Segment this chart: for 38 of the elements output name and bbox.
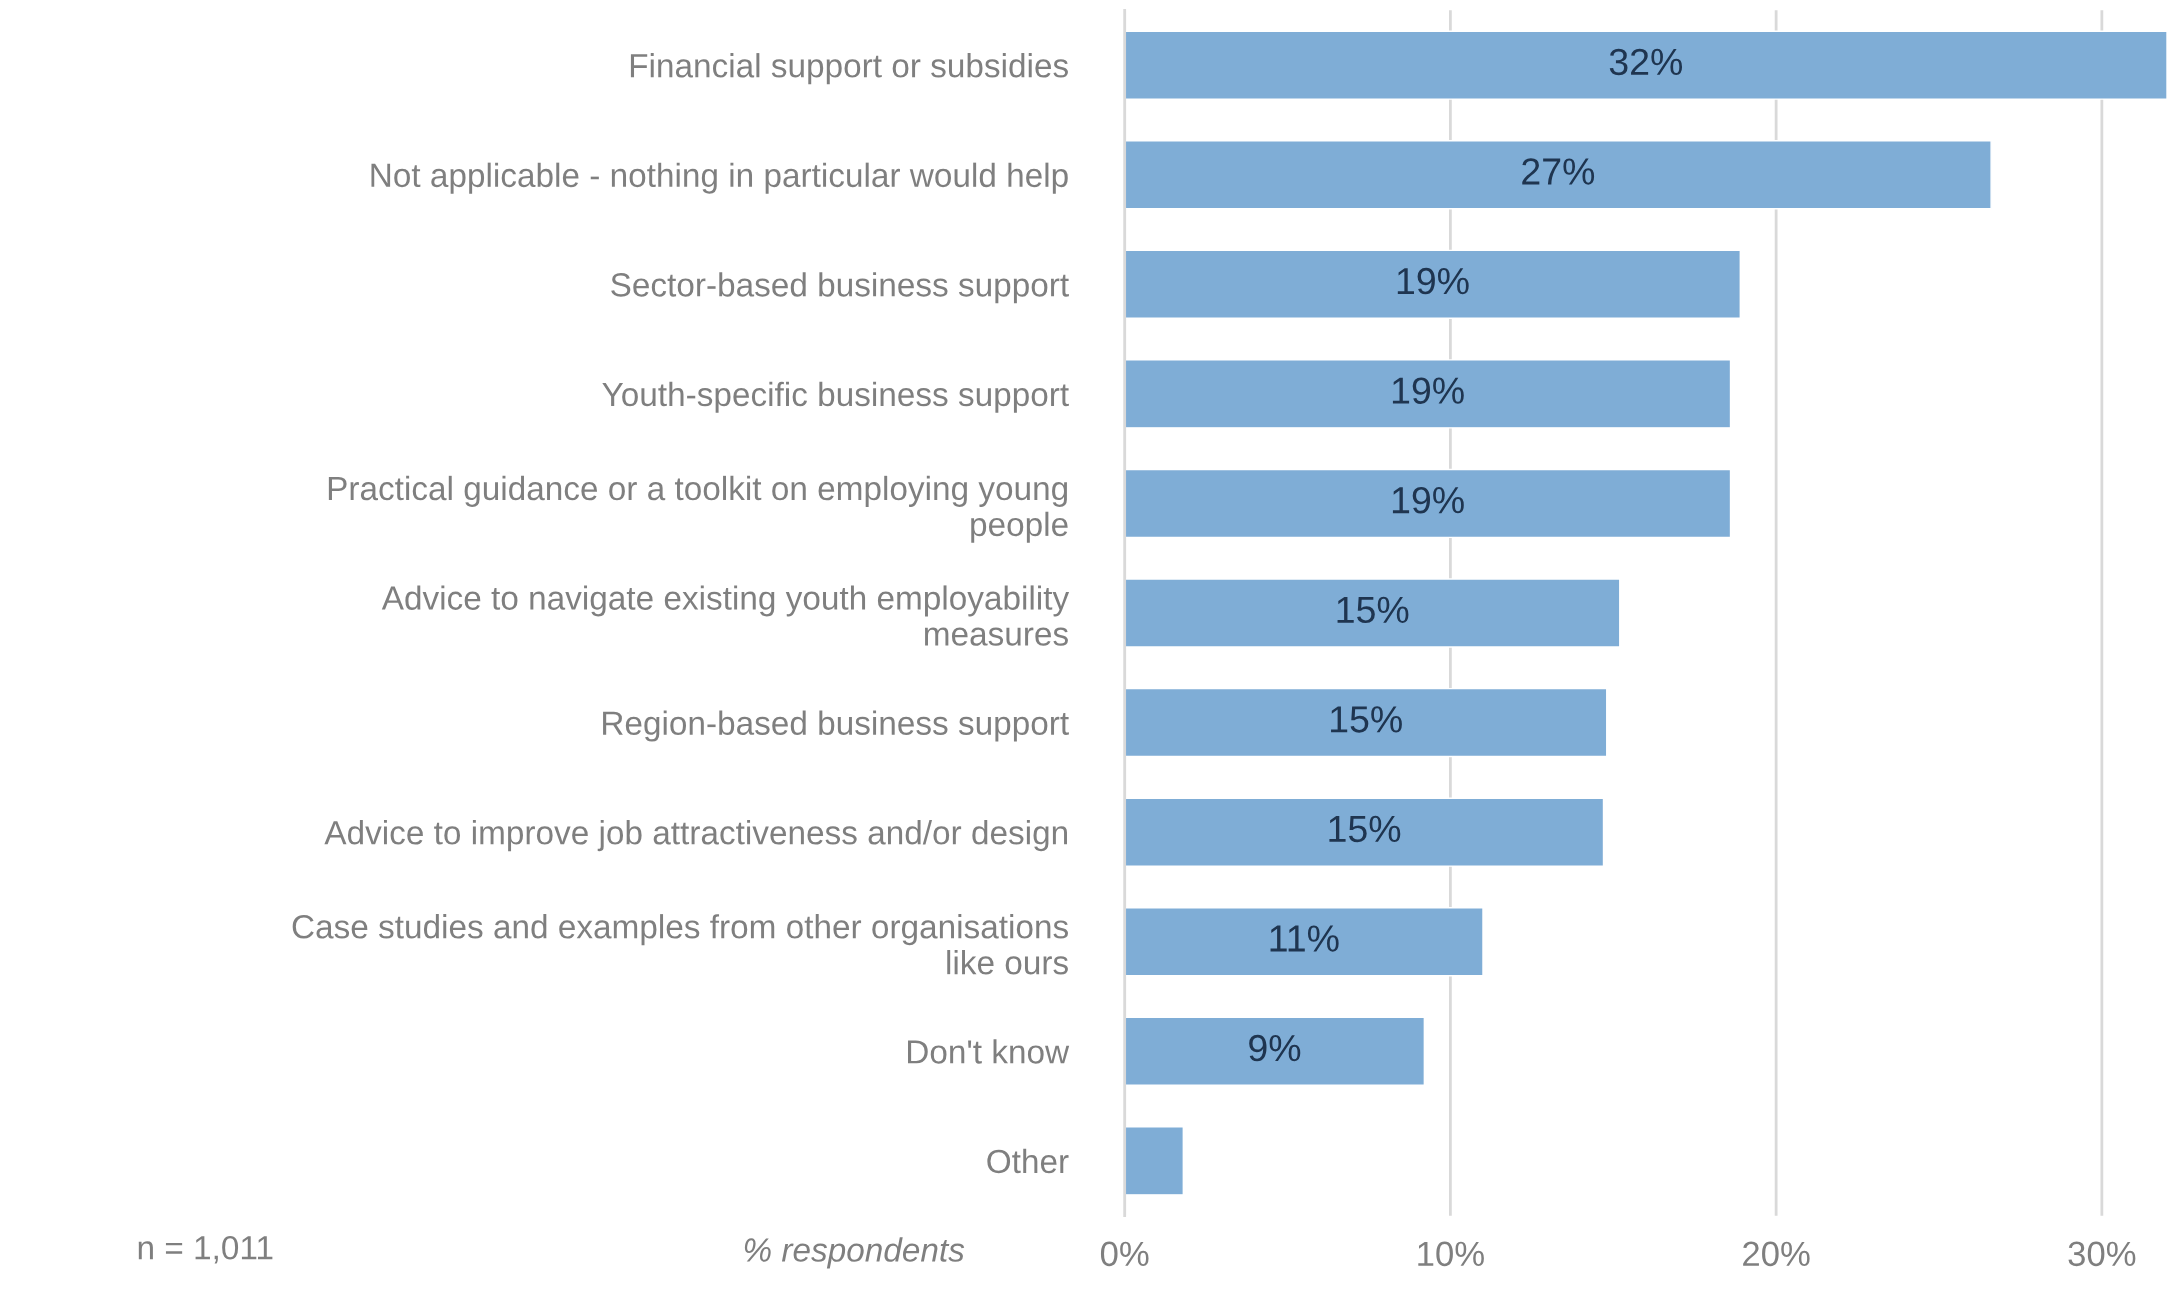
bar: [1124, 30, 2167, 100]
bar: [1124, 359, 1732, 429]
bar: [1124, 1126, 1184, 1196]
data-label: 15%: [1329, 815, 1401, 843]
bar: [1124, 907, 1484, 977]
bar: [1124, 687, 1608, 758]
y-tick-label: Region-based business support: [603, 710, 1069, 742]
data-label: 19%: [1392, 377, 1464, 404]
data-label: 27%: [1522, 158, 1595, 185]
data-label: 15%: [1331, 706, 1402, 733]
y-tick-label: Case studies and examples from other organisations like ours: [292, 914, 1068, 975]
data-label: 9%: [1249, 1034, 1301, 1062]
y-tick-label: Don't know: [908, 1039, 1070, 1064]
x-axis-title: % respondents: [744, 1237, 965, 1269]
bar: [1124, 140, 1992, 210]
bar: [1124, 578, 1621, 648]
y-tick-label: Not applicable - nothing in particular would help: [371, 162, 1068, 194]
data-label: 19%: [1392, 486, 1464, 514]
y-tick-label: Other: [987, 1148, 1069, 1174]
bar: [1124, 468, 1732, 539]
x-tick-label: 30%: [2068, 1241, 2136, 1267]
y-tick-label: Advice to navigate existing youth employability measures: [381, 585, 1070, 646]
data-label: 19%: [1397, 267, 1469, 295]
y-tick-label: Youth-specific business support: [602, 381, 1069, 413]
y-tick-label: Advice to improve job attractiveness and/or design: [324, 820, 1067, 852]
data-label: 32%: [1609, 48, 1683, 76]
bar: [1124, 797, 1605, 867]
y-tick-label: Sector-based business support: [611, 272, 1069, 304]
x-tick-label: 0%: [1100, 1241, 1149, 1267]
x-tick-label: 20%: [1743, 1241, 1810, 1267]
x-tick-label: 10%: [1418, 1241, 1484, 1267]
y-tick-label: Practical guidance or a toolkit on employing young people: [328, 475, 1068, 543]
data-label: 11%: [1270, 925, 1339, 952]
bar: [1124, 249, 1741, 319]
y-tick-label: Financial support or subsidies: [630, 53, 1068, 85]
text: n = 1,011: [138, 1235, 273, 1264]
bar: [1124, 1016, 1426, 1086]
data-label: 15%: [1337, 596, 1409, 624]
